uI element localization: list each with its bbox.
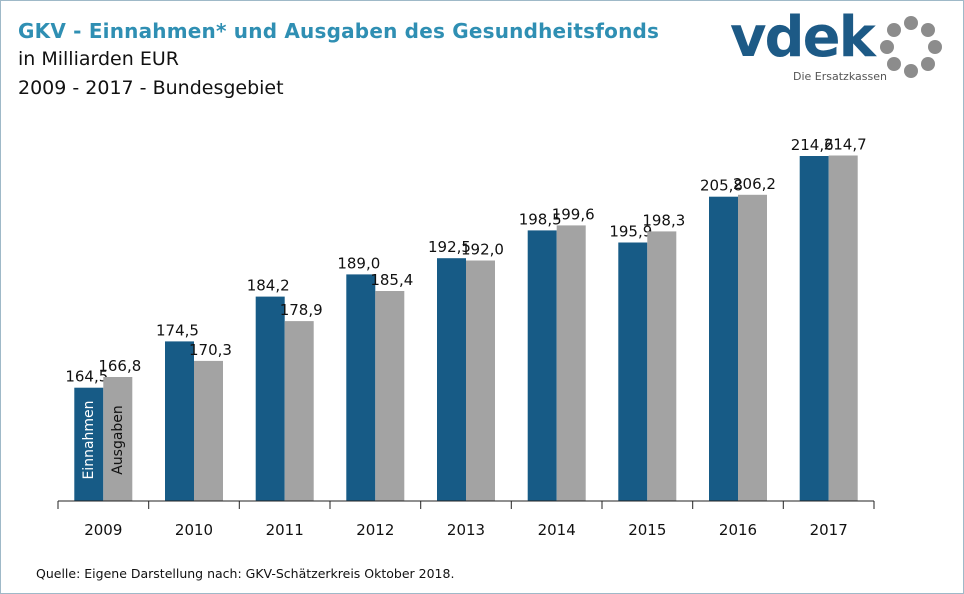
value-label-ausgaben: 166,8 — [98, 357, 141, 375]
value-label-einnahmen: 192,5 — [428, 238, 471, 256]
logo-dot — [887, 23, 901, 37]
bar-ausgaben — [738, 194, 767, 502]
value-label-einnahmen: 198,5 — [519, 210, 562, 228]
value-label-einnahmen: 174,5 — [156, 321, 199, 339]
value-label-ausgaben: 185,4 — [370, 271, 413, 289]
bar-ausgaben — [647, 231, 677, 501]
value-label-ausgaben: 214,7 — [824, 136, 867, 154]
logo-dot — [904, 64, 918, 78]
bar-ausgaben — [194, 360, 223, 501]
value-label-einnahmen: 189,0 — [337, 254, 380, 272]
logo-dot — [928, 40, 942, 54]
x-tick-label: 2013 — [447, 521, 485, 539]
bar-einnahmen — [165, 341, 194, 501]
vdek-logo-tagline: Die Ersatzkassen — [793, 70, 887, 83]
bar-ausgaben — [466, 260, 495, 501]
chart-subtitle-period: 2009 - 2017 - Bundesgebiet — [18, 77, 284, 99]
value-label-einnahmen: 195,9 — [609, 223, 652, 241]
logo-dot — [921, 23, 935, 37]
source-note: Quelle: Eigene Darstellung nach: GKV-Sch… — [36, 566, 455, 581]
value-label-ausgaben: 178,9 — [280, 301, 323, 319]
logo-dot — [904, 16, 918, 30]
value-label-ausgaben: 198,3 — [642, 211, 685, 229]
logo-dot — [880, 40, 894, 54]
bar-einnahmen — [346, 274, 376, 501]
legend-label-einnahmen: Einnahmen — [81, 400, 97, 479]
logo-dot — [887, 57, 901, 71]
value-label-ausgaben: 192,0 — [461, 241, 504, 259]
value-label-ausgaben: 199,6 — [552, 205, 595, 223]
logo-dot — [921, 57, 935, 71]
x-tick-label: 2009 — [84, 521, 122, 539]
chart-title: GKV - Einnahmen* und Ausgaben des Gesund… — [18, 19, 660, 43]
value-label-ausgaben: 170,3 — [189, 341, 232, 359]
x-tick-label: 2015 — [628, 521, 666, 539]
value-label-einnahmen: 214,6 — [791, 136, 834, 154]
bar-einnahmen — [255, 296, 285, 501]
bar-einnahmen — [799, 156, 829, 501]
value-label-einnahmen: 164,5 — [65, 368, 108, 386]
bar-einnahmen — [74, 387, 104, 501]
bar-ausgaben — [375, 291, 405, 501]
bar-einnahmen — [618, 242, 648, 501]
bar-einnahmen — [709, 196, 738, 501]
value-label-ausgaben: 206,2 — [733, 175, 776, 193]
value-label-einnahmen: 205,8 — [700, 177, 743, 195]
x-tick-label: 2014 — [538, 521, 576, 539]
x-tick-label: 2017 — [810, 521, 848, 539]
bar-ausgaben — [103, 377, 133, 501]
x-tick-label: 2011 — [266, 521, 304, 539]
bar-einnahmen — [437, 258, 466, 501]
bar-einnahmen — [527, 230, 557, 501]
vdek-logo-wordmark: vdek — [730, 5, 876, 70]
bar-ausgaben — [284, 321, 314, 501]
x-tick-label: 2012 — [356, 521, 394, 539]
chart-subtitle-unit: in Milliarden EUR — [18, 48, 179, 70]
ring-of-dots-icon — [880, 16, 942, 78]
x-tick-label: 2010 — [175, 521, 213, 539]
legend-label-ausgaben: Ausgaben — [110, 405, 126, 475]
bar-ausgaben — [556, 225, 586, 501]
value-label-einnahmen: 184,2 — [247, 277, 290, 295]
x-tick-label: 2016 — [719, 521, 757, 539]
bar-ausgaben — [828, 155, 858, 501]
